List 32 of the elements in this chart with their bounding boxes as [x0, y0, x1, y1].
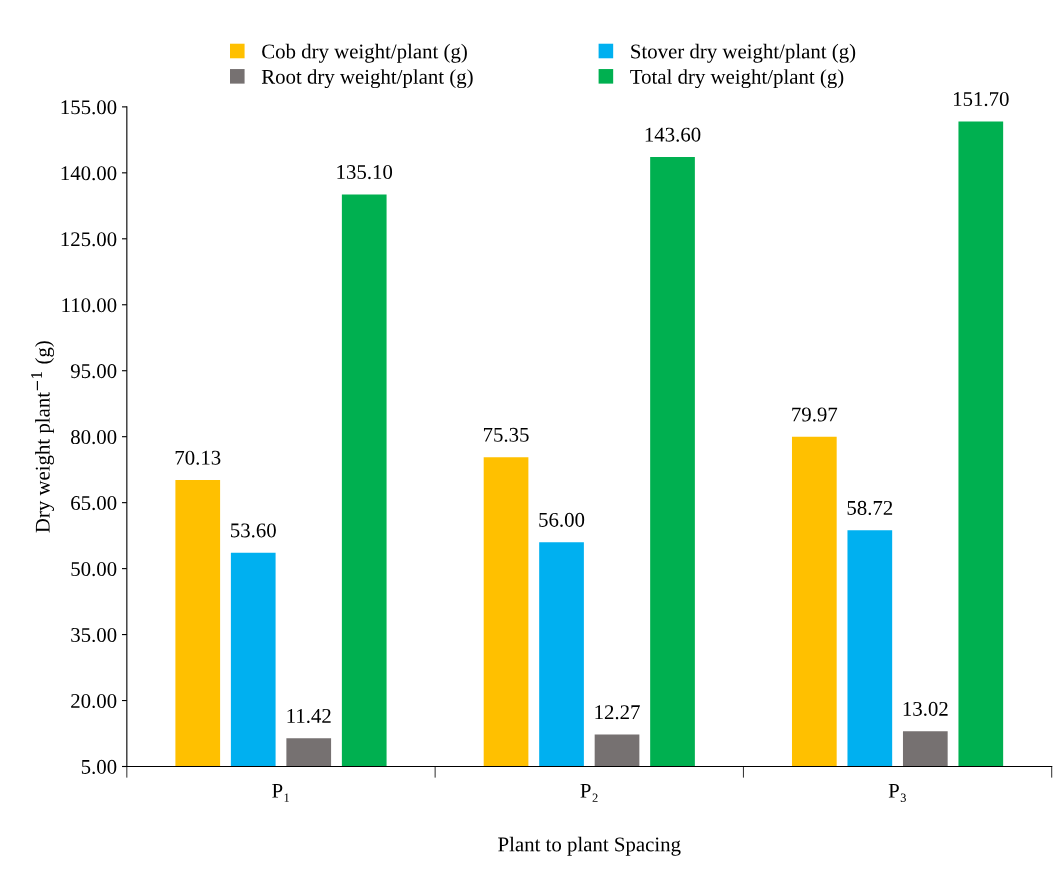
y-tick-label: 35.00	[71, 627, 117, 643]
y-tick-label: 65.00	[71, 496, 117, 511]
legend-label: Cob dry weight/plant (g)	[262, 43, 467, 63]
y-tick-label: 125.00	[61, 232, 117, 247]
data-label: 75.35	[483, 427, 529, 442]
y-tick-label: 50.00	[71, 561, 117, 577]
legend-label: Stover dry weight/plant (g)	[631, 43, 856, 63]
y-tick-label: 155.00	[61, 100, 117, 115]
data-label: 143.60	[645, 127, 701, 142]
y-tick-label: 80.00	[71, 430, 117, 445]
data-label: 151.70	[953, 91, 1009, 107]
data-label: 56.00	[539, 512, 585, 527]
x-tick-label: P₁	[272, 783, 289, 802]
x-tick-label: P₂	[580, 783, 598, 802]
data-label: 12.27	[595, 705, 640, 720]
y-tick-label: 5.00	[81, 759, 117, 775]
y-tick-label: 110.00	[62, 298, 117, 313]
y-tick-label: 95.00	[70, 364, 117, 379]
data-label: 70.13	[175, 450, 221, 465]
data-label: 13.02	[903, 701, 948, 716]
x-tick-label: P₃	[888, 783, 906, 802]
x-axis-title: Plant to plant Spacing	[498, 836, 681, 856]
y-tick-label: 140.00	[61, 166, 117, 181]
data-label: 79.97	[792, 407, 838, 422]
data-label: 11.42	[287, 708, 331, 724]
y-tick-label: 20.00	[71, 693, 117, 709]
legend-label: Total dry weight/plant (g)	[630, 69, 844, 89]
y-axis-title: Dry weight plant$^{−1}$ (g)	[31, 341, 55, 533]
data-label: 53.60	[231, 523, 276, 538]
data-label: 135.10	[337, 164, 393, 180]
data-label: 58.72	[847, 500, 893, 516]
legend-label: Root dry weight/plant (g)	[261, 69, 473, 89]
